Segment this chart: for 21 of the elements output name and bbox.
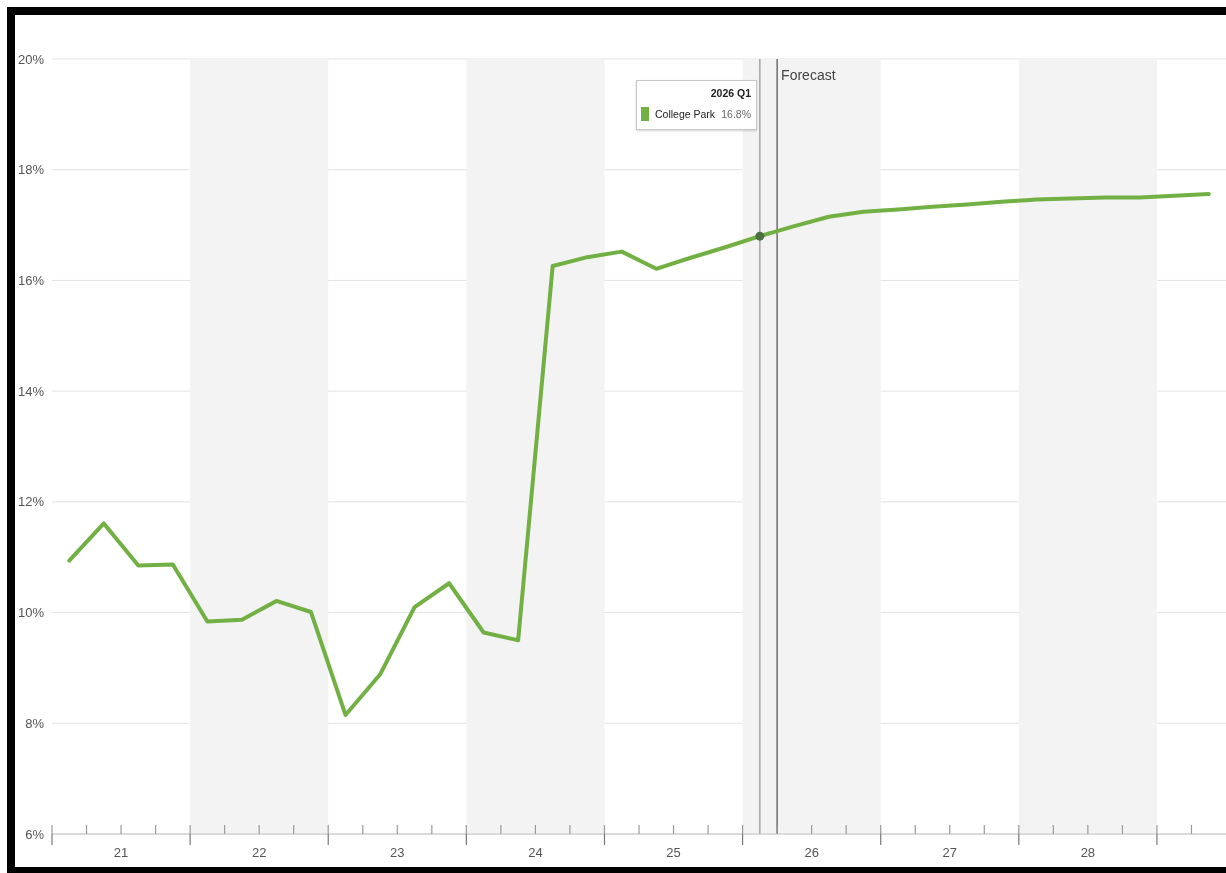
x-tick-label: 24 bbox=[528, 844, 543, 860]
x-tick-label: 22 bbox=[251, 844, 267, 860]
y-tick-label: 8% bbox=[25, 715, 45, 731]
y-tick-label: 14% bbox=[17, 383, 45, 399]
x-tick-label: 27 bbox=[942, 844, 957, 860]
x-tick-label: 23 bbox=[390, 844, 405, 860]
y-tick-label: 20% bbox=[17, 51, 45, 67]
x-tick-label: 21 bbox=[113, 844, 129, 860]
y-tick-label: 16% bbox=[17, 272, 45, 288]
legend-title: 2026 Q1 bbox=[709, 87, 751, 99]
y-tick-label: 18% bbox=[17, 162, 45, 178]
line-series bbox=[67, 192, 1211, 717]
x-tick-label: 25 bbox=[666, 844, 681, 860]
legend-label: College Park bbox=[655, 108, 716, 120]
y-tick-label: 12% bbox=[17, 494, 45, 510]
ref-line-label: Forecast bbox=[781, 66, 836, 83]
annotation: 16.8% bbox=[720, 108, 751, 120]
x-tick-label: 26 bbox=[804, 844, 819, 860]
x-tick-label: 28 bbox=[1080, 844, 1096, 860]
y-tick-label: 6% bbox=[25, 826, 45, 842]
y-tick-label: 10% bbox=[17, 605, 45, 621]
